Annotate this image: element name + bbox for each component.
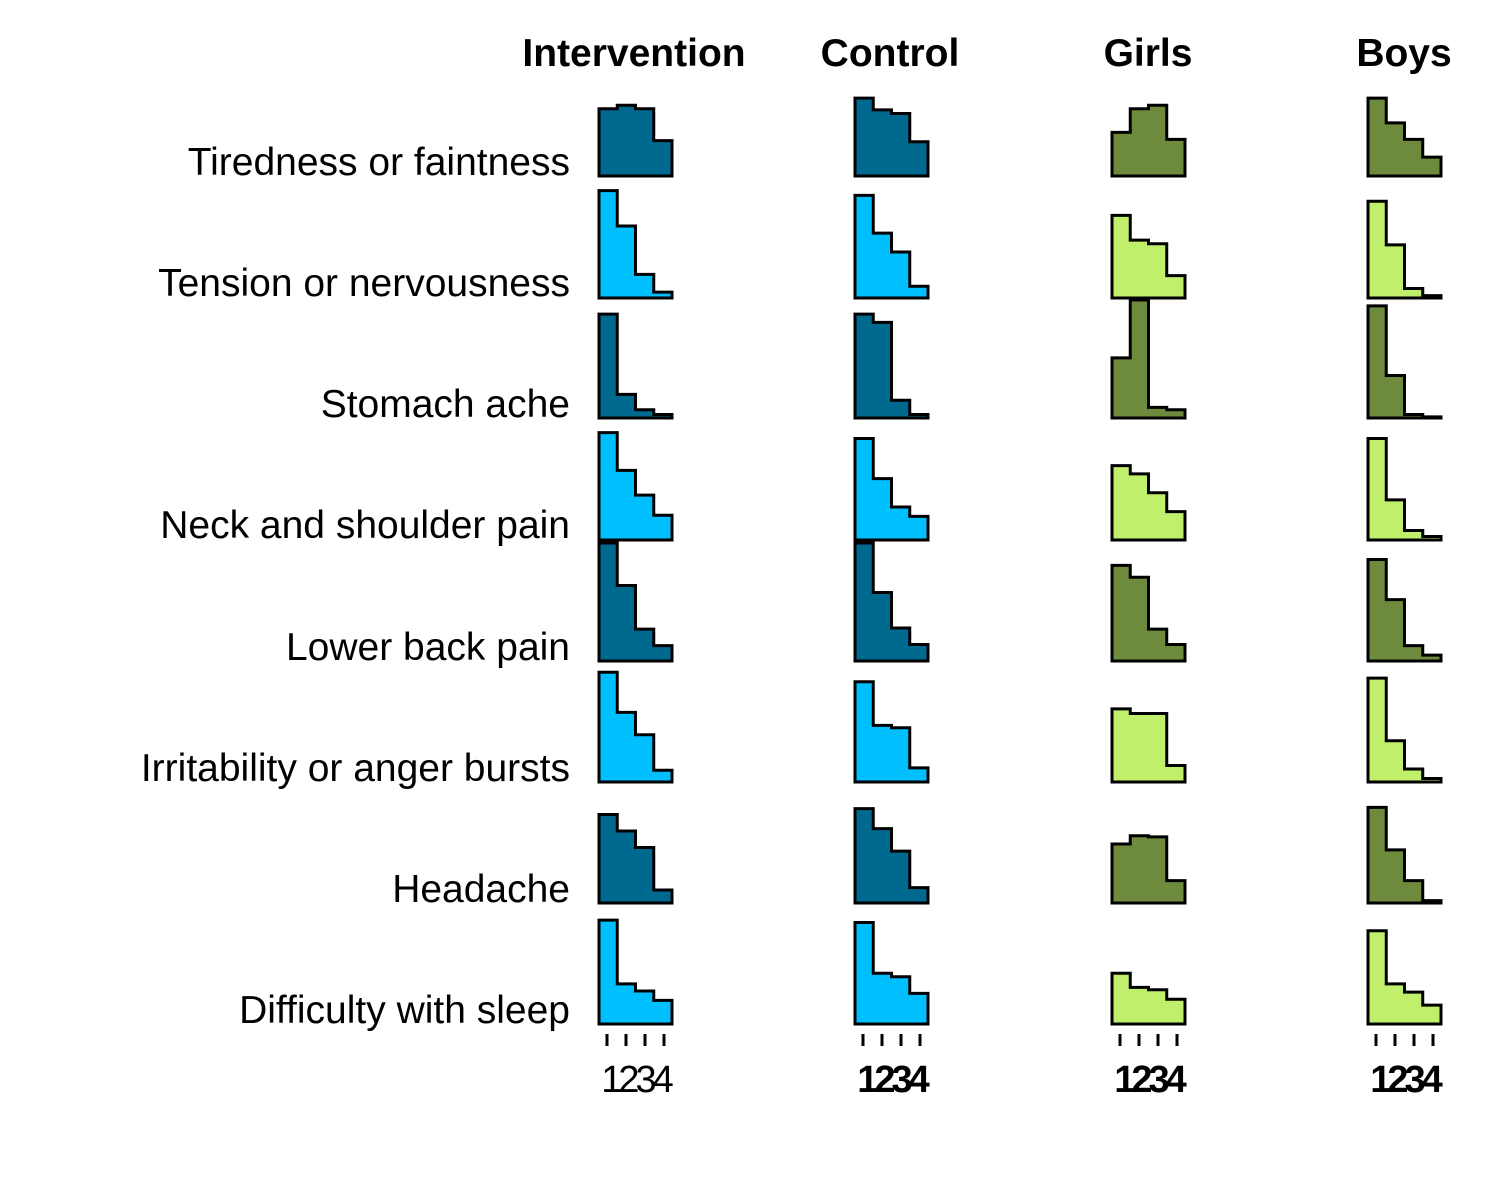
histogram-step-bar	[1110, 464, 1187, 542]
histogram-step-bar	[597, 541, 674, 663]
histogram-step-bar	[1110, 213, 1187, 300]
column-title: Control	[821, 32, 960, 75]
row-label: Difficulty with sleep	[239, 989, 570, 1032]
histogram-step-bar	[1366, 676, 1443, 784]
histogram-step-bar	[1110, 563, 1187, 663]
row-label: Lower back pain	[286, 626, 570, 669]
histogram-step-bar	[1366, 304, 1443, 420]
tick-label: 1234	[601, 1059, 673, 1101]
column-title: Girls	[1104, 32, 1193, 75]
histogram-step-bar	[853, 96, 930, 178]
row-label: Stomach ache	[321, 383, 570, 426]
histogram-step-bar	[597, 312, 674, 420]
row-label: Neck and shoulder pain	[160, 504, 570, 547]
histogram-step-bar	[1110, 834, 1187, 905]
histogram-step-bar	[1366, 929, 1443, 1026]
tick-label: 1234	[1370, 1059, 1442, 1101]
histogram-step-bar	[597, 431, 674, 542]
histogram-step-bar	[1366, 805, 1443, 905]
histogram-step-bar	[1110, 971, 1187, 1026]
histogram-step-bar	[853, 312, 930, 420]
tick-label: 1234	[1114, 1059, 1186, 1101]
histogram-step-bar	[597, 103, 674, 178]
histogram-step-bar	[1366, 558, 1443, 663]
histogram-step-bar	[1110, 103, 1187, 178]
histogram-step-bar	[853, 680, 930, 784]
histogram-step-bar	[1110, 707, 1187, 784]
histogram-step-bar	[597, 918, 674, 1026]
histogram-step-bar	[853, 807, 930, 905]
histogram-step-bar	[1110, 298, 1187, 420]
histogram-step-bar	[597, 670, 674, 784]
tick-label: 1234	[857, 1059, 929, 1101]
row-label: Tension or nervousness	[158, 262, 570, 305]
row-label: Irritability or anger bursts	[141, 747, 570, 790]
histogram-step-bar	[1366, 437, 1443, 542]
histogram-step-bar	[1366, 199, 1443, 300]
row-label: Tiredness or faintness	[188, 141, 570, 184]
histogram-step-bar	[853, 541, 930, 663]
histogram-step-bar	[853, 437, 930, 542]
column-title: Boys	[1356, 32, 1451, 75]
histogram-step-bar	[1366, 96, 1443, 178]
row-label: Headache	[392, 868, 570, 911]
histogram-step-bar	[853, 921, 930, 1026]
histogram-step-bar	[853, 193, 930, 300]
histogram-step-bar	[597, 189, 674, 300]
column-title: Intervention	[522, 32, 745, 75]
histogram-step-bar	[597, 813, 674, 905]
